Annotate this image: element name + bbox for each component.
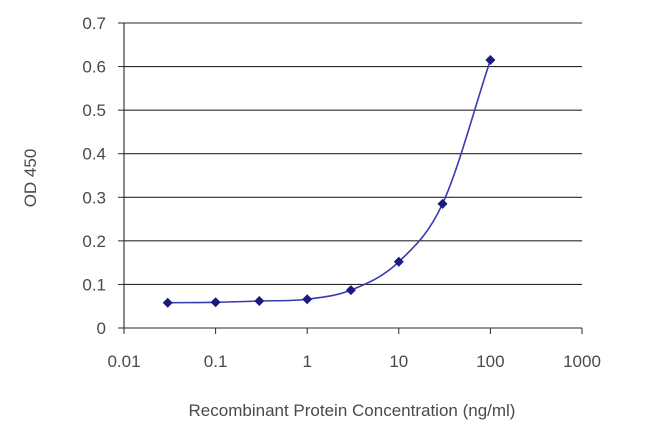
series-line <box>167 59 492 304</box>
data-points <box>162 55 496 308</box>
x-tick-label-5: 1000 <box>563 352 601 371</box>
data-point-1 <box>210 297 221 308</box>
y-tick-label-0: 0 <box>97 319 106 338</box>
y-tick-label-5: 0.5 <box>82 101 106 120</box>
grid-lines <box>124 22 582 285</box>
data-point-7 <box>485 55 496 66</box>
x-tick-labels: 0.01 0.1 1 10 100 1000 <box>107 352 600 371</box>
y-tick-label-3: 0.3 <box>82 188 106 207</box>
y-tick-label-2: 0.2 <box>82 232 106 251</box>
y-tick-label-6: 0.6 <box>82 58 106 77</box>
data-point-3 <box>302 294 313 305</box>
x-tick-label-0: 0.01 <box>107 352 140 371</box>
x-tick-label-3: 10 <box>389 352 408 371</box>
x-axis-title: Recombinant Protein Concentration (ng/ml… <box>189 401 516 420</box>
x-tick-label-1: 0.1 <box>204 352 228 371</box>
y-tick-labels: 0 0.1 0.2 0.3 0.4 0.5 0.6 0.7 <box>82 14 106 338</box>
x-tick-label-2: 1 <box>302 352 311 371</box>
data-point-5 <box>393 256 404 267</box>
y-tick-label-1: 0.1 <box>82 275 106 294</box>
data-point-2 <box>254 295 265 306</box>
x-tick-label-4: 100 <box>476 352 504 371</box>
y-tick-label-7: 0.7 <box>82 14 106 33</box>
axes <box>118 22 583 334</box>
y-tick-label-4: 0.4 <box>82 145 106 164</box>
y-axis-title: OD 450 <box>21 149 40 208</box>
data-point-4 <box>345 285 356 296</box>
data-point-0 <box>162 297 173 308</box>
data-point-6 <box>437 198 448 209</box>
